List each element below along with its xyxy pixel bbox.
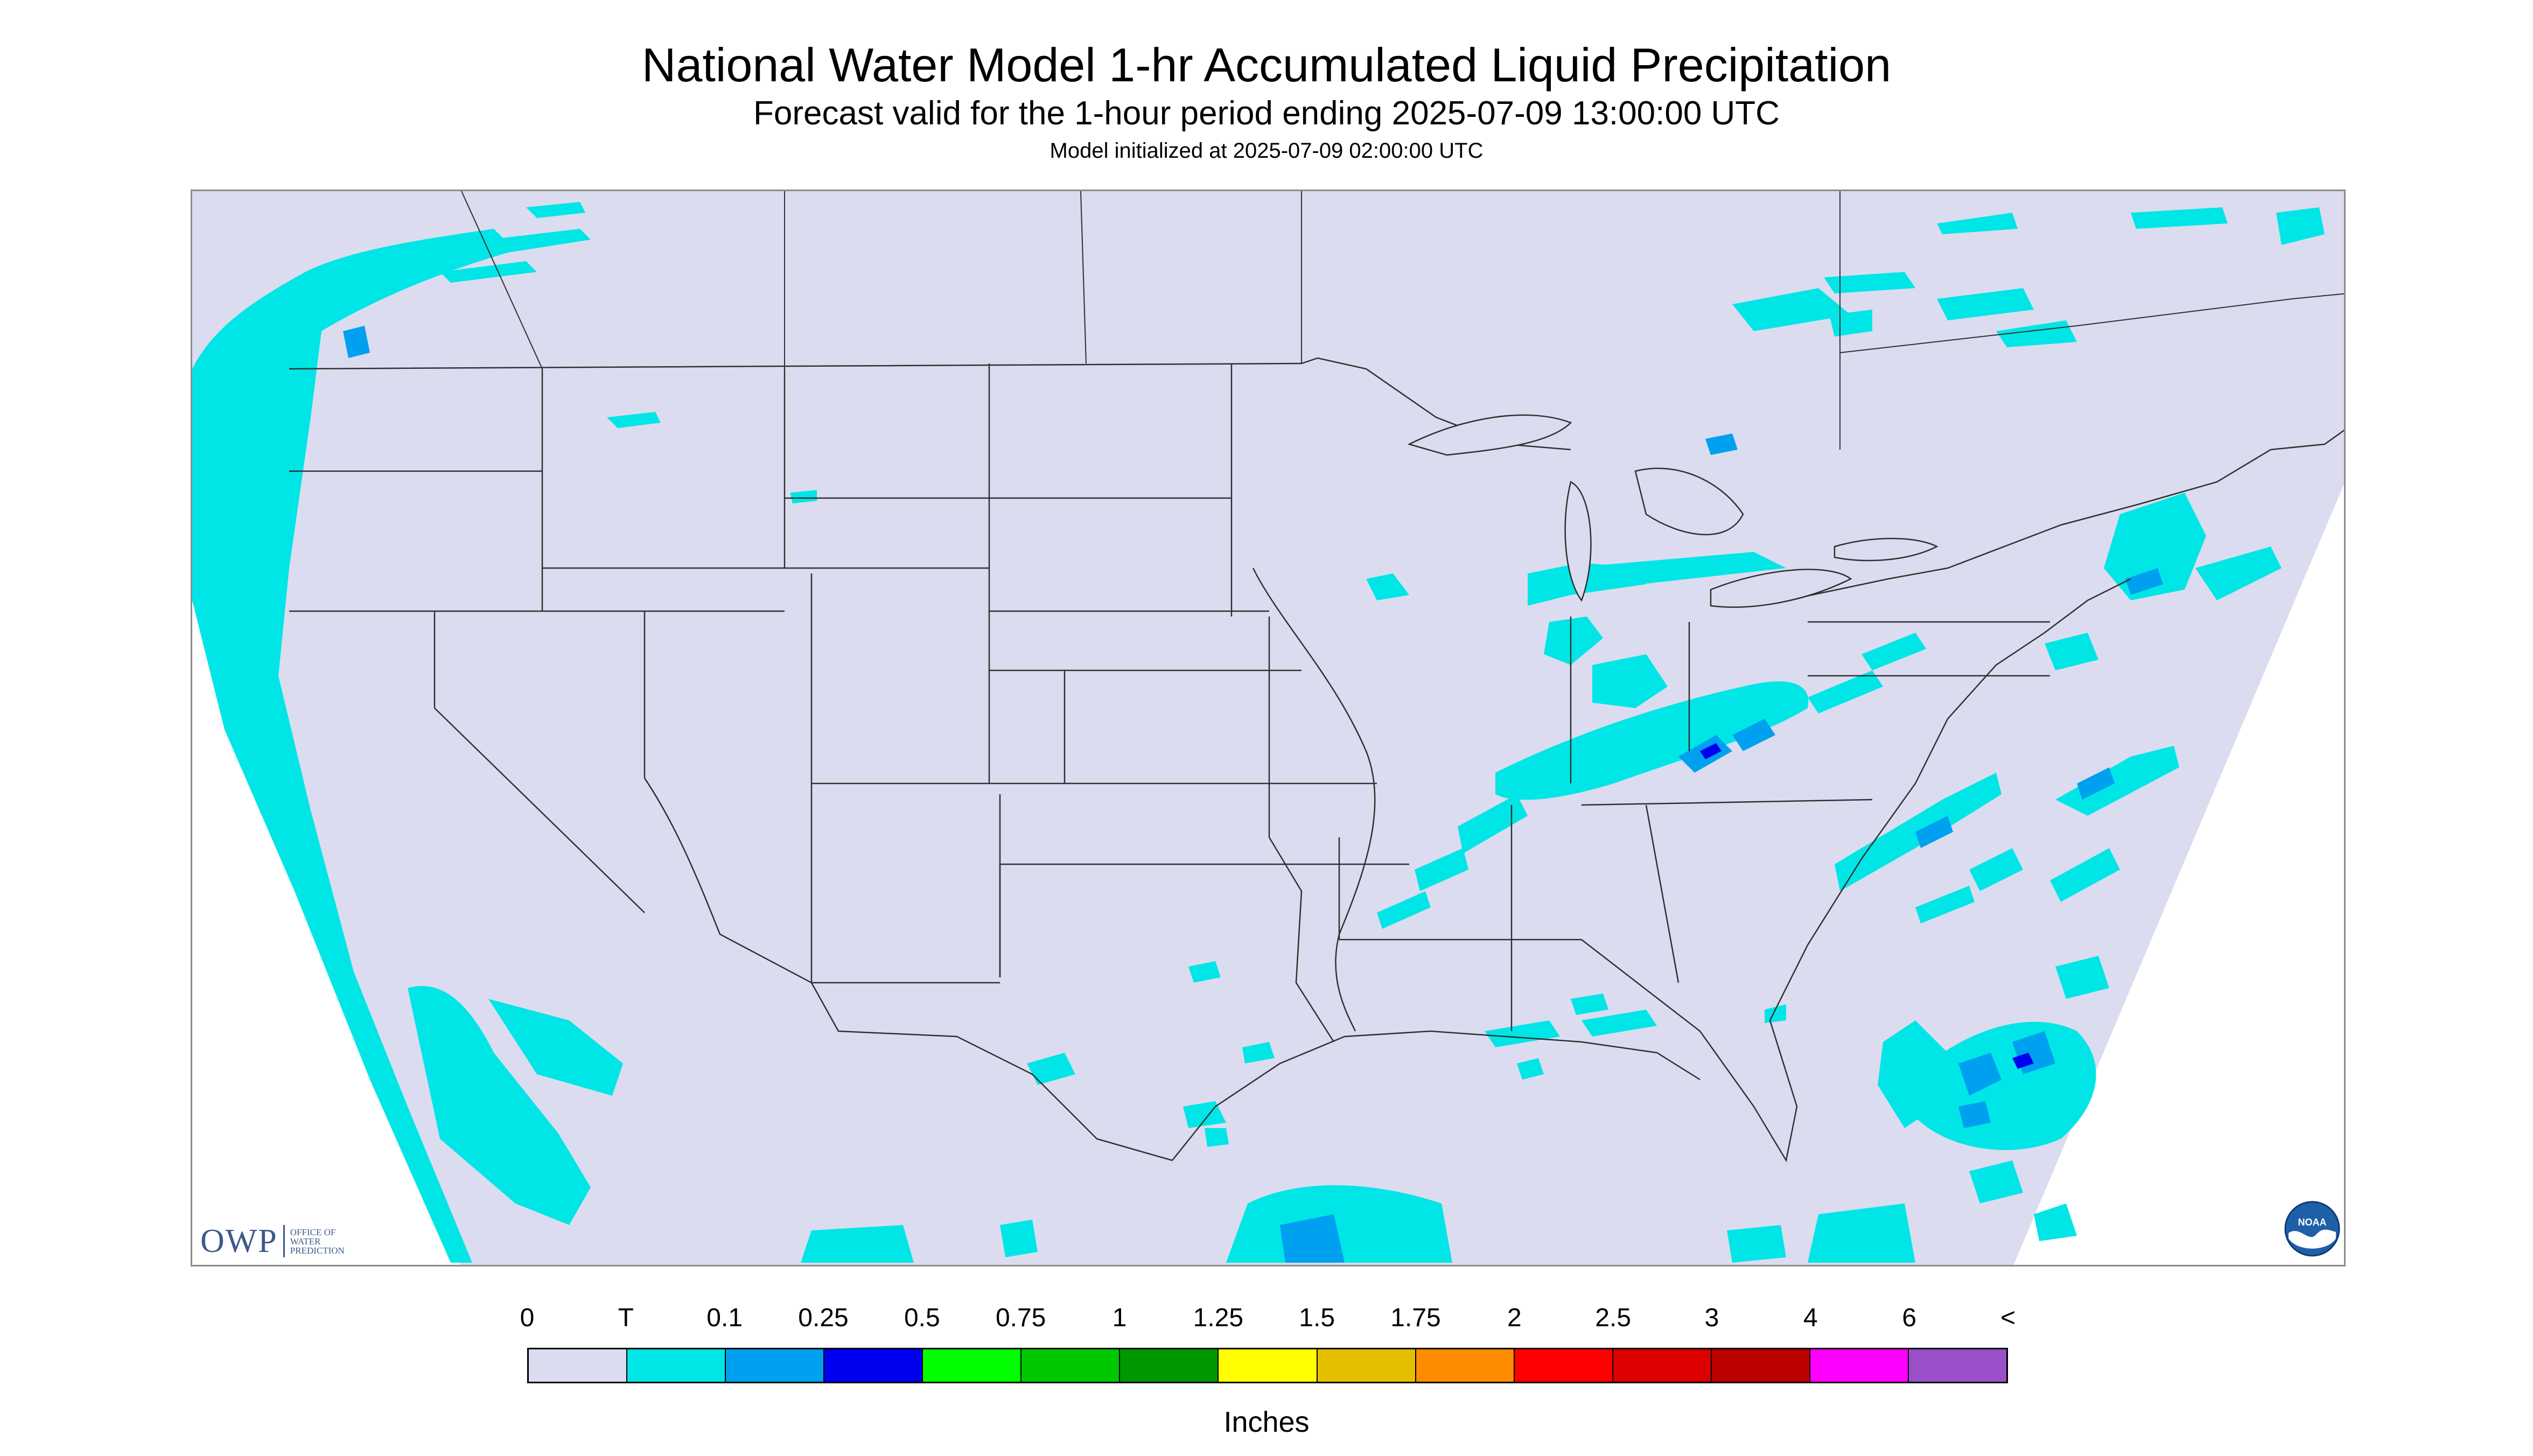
legend-swatch [1514, 1349, 1613, 1382]
legend-swatch [1613, 1349, 1712, 1382]
legend-tick: 3 [1704, 1304, 1719, 1332]
legend-tick: 0.25 [798, 1304, 849, 1332]
map-title: National Water Model 1-hr Accumulated Li… [641, 38, 1892, 92]
legend-swatch [627, 1349, 726, 1382]
legend-swatch [1021, 1349, 1121, 1382]
precip-heavy-cores [1700, 743, 2034, 1069]
legend-tick: 1.5 [1299, 1304, 1335, 1332]
legend-swatch [529, 1349, 628, 1382]
precip-light-areas [192, 202, 2325, 1263]
owp-logo-text: Office of Water Prediction [290, 1227, 345, 1256]
legend-swatch [1317, 1349, 1416, 1382]
legend-swatch [1120, 1349, 1219, 1382]
legend-tick: T [618, 1304, 634, 1332]
legend-colorbar [527, 1348, 2008, 1383]
legend-swatch [1908, 1349, 2006, 1382]
legend-tick: 6 [1902, 1304, 1917, 1332]
precipitation-map [191, 190, 2346, 1266]
legend-swatch [1810, 1349, 1909, 1382]
legend-swatch [726, 1349, 825, 1382]
legend-units: Inches [1223, 1406, 1310, 1438]
forecast-valid-subtitle: Forecast valid for the 1-hour period end… [753, 95, 1780, 132]
legend-swatch [1219, 1349, 1318, 1382]
legend-tick-labels: 0 T 0.1 0.25 0.5 0.75 1 1.25 1.5 1.75 2 2.5 3 4 6 < [520, 1303, 2016, 1335]
legend-tick: 1.75 [1390, 1304, 1441, 1332]
legend-tick: 0.1 [706, 1304, 743, 1332]
legend-tick: 2 [1507, 1304, 1522, 1332]
model-init-note: Model initialized at 2025-07-09 02:00:00… [1049, 139, 1484, 163]
owp-logo: OWP Office of Water Prediction [200, 1221, 345, 1261]
map-domain [192, 191, 2344, 1265]
legend-tick: 2.5 [1595, 1304, 1632, 1332]
owp-logo-mark: OWP [200, 1222, 278, 1259]
legend-swatch [1711, 1349, 1810, 1382]
svg-text:NOAA: NOAA [2298, 1217, 2327, 1228]
legend-tick: 0 [520, 1304, 535, 1332]
legend-tick: 0.5 [904, 1304, 940, 1332]
legend-swatch [1416, 1349, 1515, 1382]
noaa-logo: NOAA [2284, 1201, 2340, 1257]
great-lakes [1407, 414, 1939, 608]
legend-tick: < [2000, 1304, 2016, 1332]
legend-tick: 1.25 [1193, 1304, 1244, 1332]
legend-tick: 1 [1112, 1304, 1127, 1332]
legend-swatch [923, 1349, 1022, 1382]
legend-tick: 4 [1803, 1304, 1818, 1332]
legend-swatch [824, 1349, 923, 1382]
canada-boundaries [461, 191, 2344, 450]
owp-logo-divider [283, 1225, 285, 1257]
state-boundaries [289, 357, 2344, 1163]
legend-tick: 0.75 [995, 1304, 1046, 1332]
